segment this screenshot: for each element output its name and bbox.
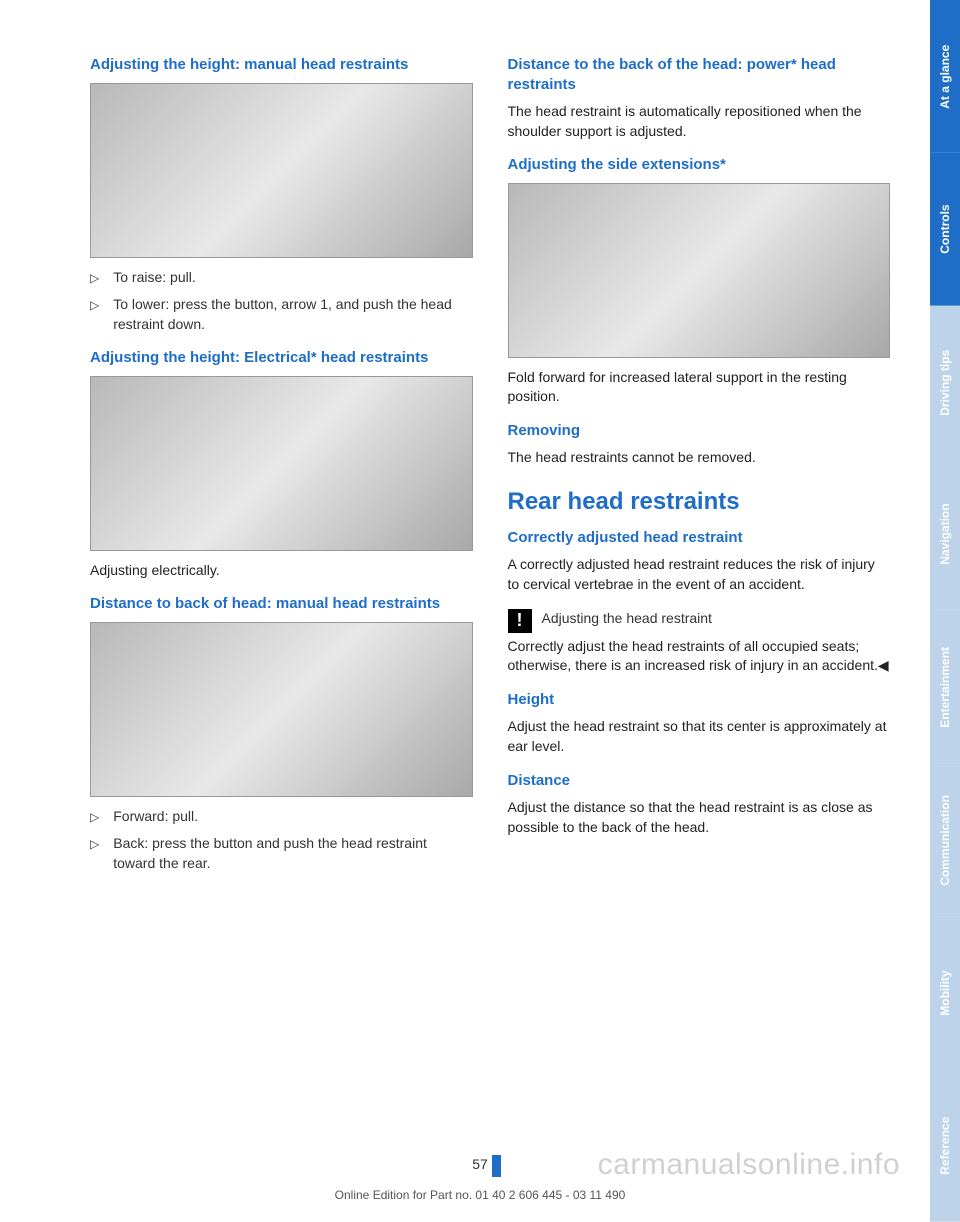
list-item: ▷ To lower: press the button, arrow 1, a… — [90, 295, 473, 334]
heading-correctly-adjusted: Correctly adjusted head restraint — [508, 528, 891, 548]
body-text: The head restraint is automatically repo… — [508, 102, 891, 141]
tab-reference[interactable]: Reference — [930, 1069, 960, 1222]
body-text: Fold forward for increased lateral suppo… — [508, 368, 891, 407]
tab-communication[interactable]: Communication — [930, 764, 960, 917]
tab-at-a-glance[interactable]: At a glance — [930, 0, 960, 153]
heading-distance-manual: Distance to back of head: manual head re… — [90, 594, 473, 614]
warning-title: Adjusting the head restraint — [542, 609, 712, 633]
body-text: The head restraints cannot be removed. — [508, 448, 891, 468]
bullet-text: To lower: press the button, arrow 1, and… — [113, 295, 472, 334]
watermark: carmanualsonline.info — [598, 1148, 900, 1182]
left-column: Adjusting the height: manual head restra… — [90, 55, 473, 1172]
body-text: Adjust the distance so that the head res… — [508, 798, 891, 837]
sidebar-tabs: At a glance Controls Driving tips Naviga… — [930, 0, 960, 1222]
tab-entertainment[interactable]: Entertainment — [930, 611, 960, 764]
bullet-marker-icon: ▷ — [90, 836, 99, 853]
tab-navigation[interactable]: Navigation — [930, 458, 960, 611]
right-column: Distance to the back of the head: power*… — [508, 55, 891, 1172]
caption-text: Adjusting electrically. — [90, 561, 473, 581]
tab-controls[interactable]: Controls — [930, 153, 960, 306]
warning-text: Correctly adjust the head restraints of … — [508, 637, 891, 676]
bullet-list: ▷ To raise: pull. ▷ To lower: press the … — [90, 268, 473, 335]
heading-adjust-height-electrical: Adjusting the height: Electrical* head r… — [90, 348, 473, 368]
body-text: A correctly adjusted head restraint redu… — [508, 555, 891, 594]
heading-removing: Removing — [508, 421, 891, 441]
warning-block: ! Adjusting the head restraint — [508, 609, 891, 633]
bullet-text: To raise: pull. — [113, 268, 195, 288]
heading-distance: Distance — [508, 771, 891, 791]
image-side-extensions — [508, 183, 891, 358]
bullet-list: ▷ Forward: pull. ▷ Back: press the butto… — [90, 807, 473, 874]
list-item: ▷ To raise: pull. — [90, 268, 473, 288]
bullet-marker-icon: ▷ — [90, 809, 99, 826]
footer-text: Online Edition for Part no. 01 40 2 606 … — [335, 1188, 626, 1202]
content-area: Adjusting the height: manual head restra… — [0, 0, 930, 1222]
image-headrest-manual-height — [90, 83, 473, 258]
heading-rear-head-restraints: Rear head restraints — [508, 488, 891, 516]
heading-height: Height — [508, 690, 891, 710]
heading-adjust-height-manual: Adjusting the height: manual head restra… — [90, 55, 473, 75]
warning-icon: ! — [508, 609, 532, 633]
image-headrest-electrical — [90, 376, 473, 551]
bullet-marker-icon: ▷ — [90, 297, 99, 314]
image-headrest-distance — [90, 622, 473, 797]
bullet-marker-icon: ▷ — [90, 270, 99, 287]
tab-driving-tips[interactable]: Driving tips — [930, 306, 960, 459]
list-item: ▷ Back: press the button and push the he… — [90, 834, 473, 873]
page-number-marker — [492, 1155, 501, 1177]
bullet-text: Forward: pull. — [113, 807, 198, 827]
list-item: ▷ Forward: pull. — [90, 807, 473, 827]
bullet-text: Back: press the button and push the head… — [113, 834, 472, 873]
heading-side-extensions: Adjusting the side extensions* — [508, 155, 891, 175]
heading-distance-power: Distance to the back of the head: power*… — [508, 55, 891, 94]
tab-mobility[interactable]: Mobility — [930, 917, 960, 1070]
page-number: 57 — [472, 1156, 488, 1172]
body-text: Adjust the head restraint so that its ce… — [508, 717, 891, 756]
